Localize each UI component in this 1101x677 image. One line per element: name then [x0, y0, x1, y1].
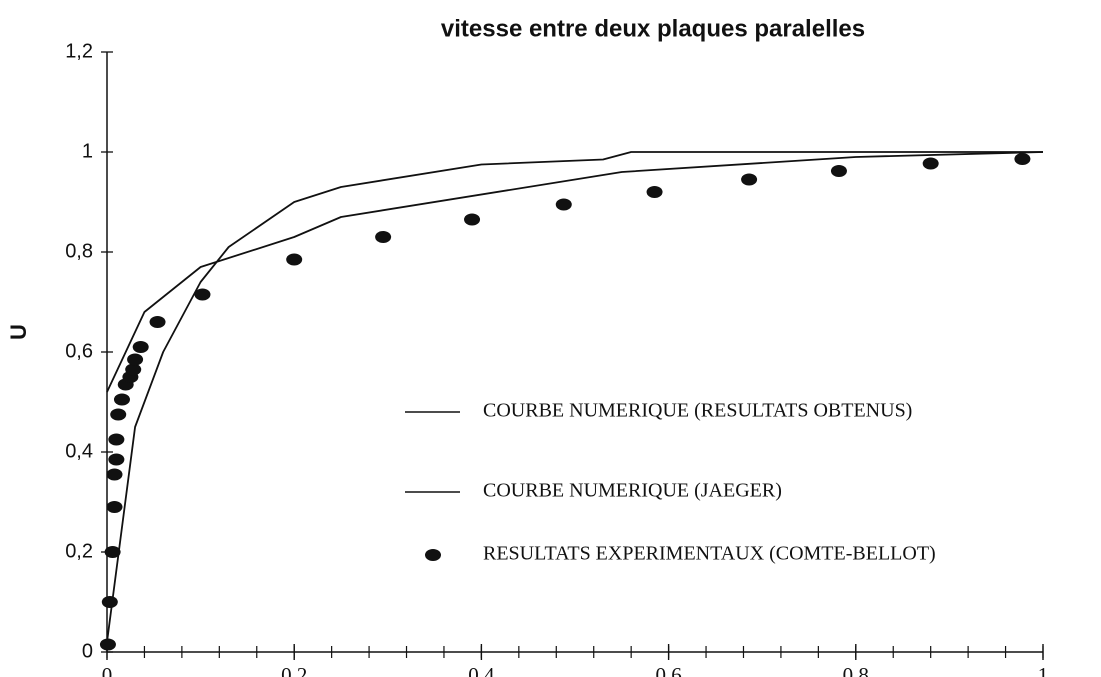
data-point: [106, 501, 123, 513]
y-tick-label: 0,2: [65, 540, 93, 562]
data-point: [101, 596, 118, 608]
x-tick-label: 0.4: [468, 663, 495, 677]
data-point: [108, 433, 125, 446]
data-point: [108, 453, 125, 466]
legend-label: COURBE NUMERIQUE (RESULTATS OBTENUS): [483, 400, 912, 422]
data-point: [127, 353, 144, 366]
data-point: [132, 341, 149, 353]
y-tick-label: 1,2: [65, 40, 93, 62]
x-tick-label: 0.6: [655, 663, 681, 677]
data-point: [1014, 153, 1031, 165]
data-point: [194, 288, 211, 301]
data-point: [125, 363, 142, 376]
y-tick-label: 0,4: [65, 440, 93, 462]
y-axis-label: U: [6, 324, 31, 340]
data-point: [99, 638, 116, 651]
chart-title: vitesse entre deux plaques paralelles: [441, 15, 865, 42]
legend-label: COURBE NUMERIQUE (JAEGER): [483, 480, 782, 502]
data-point: [922, 157, 939, 170]
data-point: [113, 393, 130, 406]
y-tick-label: 1: [82, 140, 93, 162]
data-point: [286, 253, 303, 266]
x-tick-label: 0.2: [281, 663, 307, 677]
y-tick-label: 0: [82, 640, 93, 662]
x-tick-label: 0: [102, 663, 113, 677]
x-tick-label: 0.8: [843, 663, 869, 677]
legend-label: RESULTATS EXPERIMENTAUX (COMTE-BELLOT): [483, 543, 936, 565]
data-point: [830, 165, 847, 177]
data-point: [149, 316, 166, 328]
y-tick-label: 0,6: [65, 340, 93, 362]
data-line: [106, 151, 1044, 393]
legend-swatch: [425, 549, 441, 561]
data-point: [106, 468, 123, 481]
data-point: [104, 546, 121, 558]
data-point: [110, 408, 127, 421]
x-tick-label: 1: [1038, 663, 1049, 677]
data-point: [646, 186, 663, 198]
data-point: [375, 231, 392, 243]
data-point: [464, 213, 481, 226]
y-tick-label: 0,8: [65, 240, 93, 262]
data-point: [741, 173, 758, 186]
data-line: [106, 151, 1043, 643]
data-point: [555, 198, 572, 211]
